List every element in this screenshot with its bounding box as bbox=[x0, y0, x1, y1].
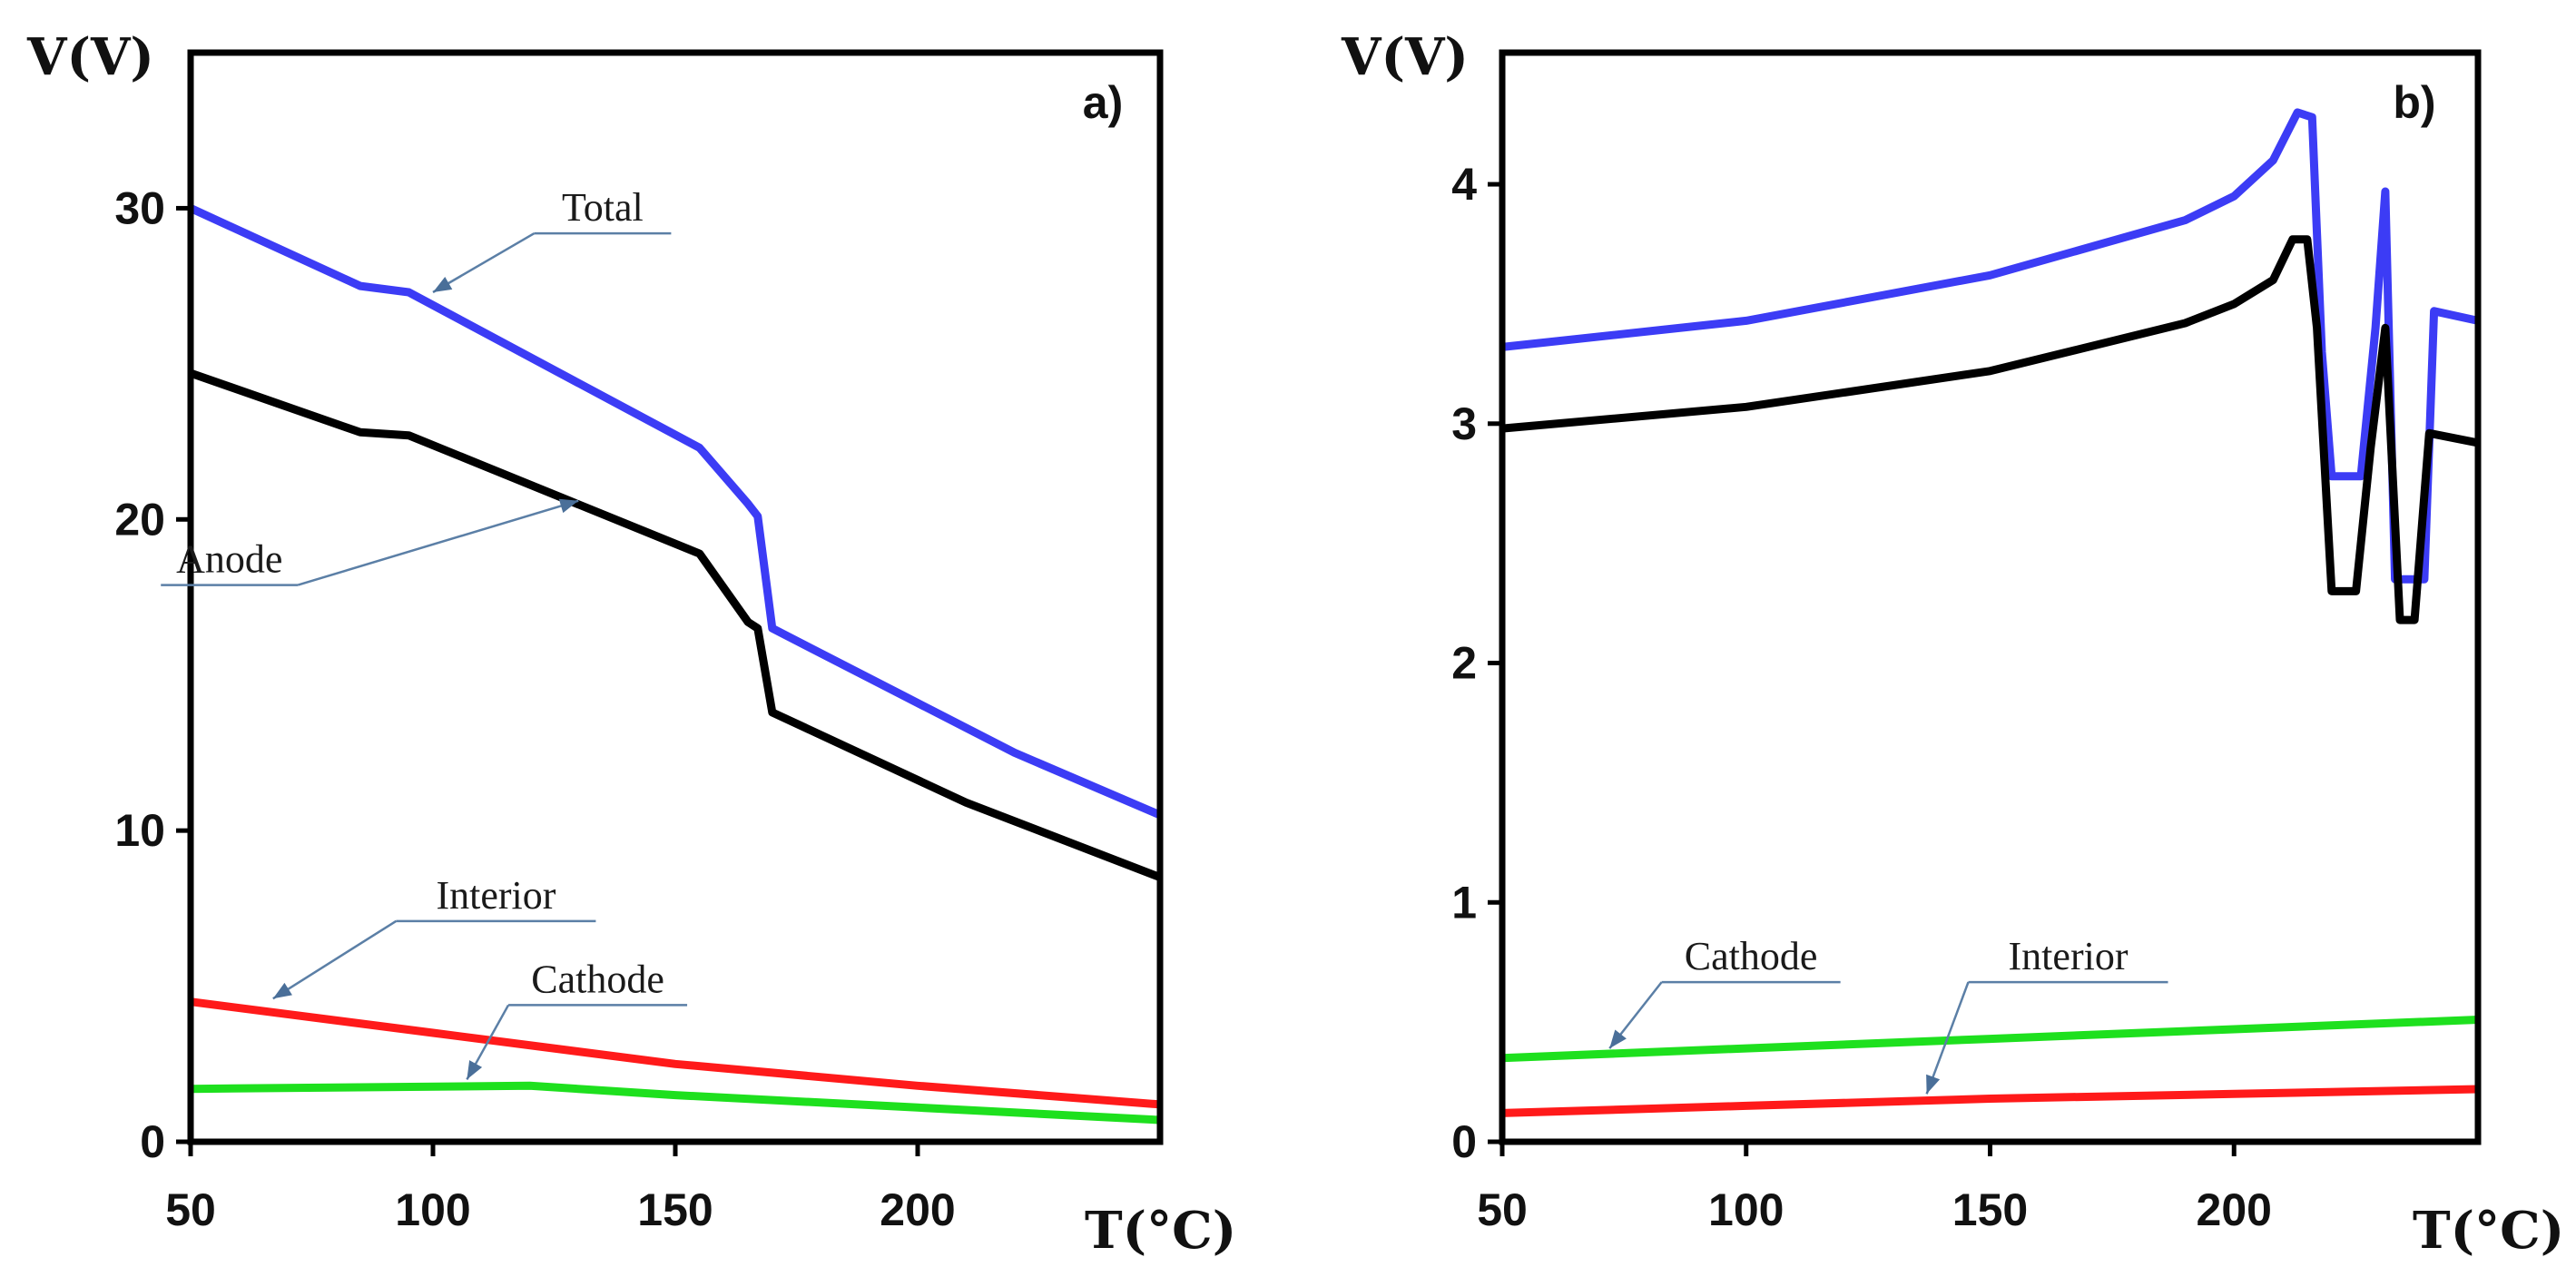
panel-a-series-cathode-line bbox=[190, 1081, 1161, 1125]
panel-a-x-tick-label: 100 bbox=[395, 1184, 470, 1235]
panel-a-chart: 0 10 20 30 50 100 150 200 V(V) T(°C) a) Total Anode I… bbox=[26, 27, 1236, 1261]
panel-b-series-total-line bbox=[1501, 108, 2479, 584]
panel-a-y-tick-label: 30 bbox=[114, 182, 165, 233]
panel-a-annotation-leader-line bbox=[272, 919, 398, 1000]
panel-b-x-tick-label: 100 bbox=[1708, 1184, 1784, 1235]
panel-b-annotation-cathode-label: Cathode bbox=[1685, 934, 1818, 978]
panel-b-annotation-arrow-icon bbox=[1609, 1029, 1627, 1049]
panel-b-series-anode-line bbox=[1501, 235, 2479, 624]
panel-a-annotation-anode-label: Anode bbox=[176, 537, 282, 582]
panel-b-y-tick-label: 3 bbox=[1451, 398, 1477, 449]
panel-a-series-anode-line bbox=[189, 368, 1162, 881]
panel-a-x-tick-label: 50 bbox=[165, 1184, 216, 1235]
panel-a-annotation-arrow-icon bbox=[272, 982, 292, 999]
panel-b-y-tick-label: 0 bbox=[1451, 1116, 1477, 1167]
panel-b-chart: 0 1 2 3 4 50 100 150 200 V(V) T(°C) b) Cathode Interi… bbox=[1341, 27, 2564, 1261]
panel-a-y-tick-label: 0 bbox=[140, 1116, 165, 1167]
panel-b-y-tick-label: 1 bbox=[1451, 877, 1477, 928]
panel-b-y-axis-title: V(V) bbox=[1341, 27, 1469, 87]
panel-a-annotation-leader-line bbox=[432, 232, 536, 294]
panel-a-annotation-interior-label: Interior bbox=[436, 873, 556, 918]
panel-a-annotation-leader-line bbox=[297, 499, 579, 586]
panel-b-series-interior-line bbox=[1501, 1085, 2479, 1117]
panel-a-plot-frame bbox=[187, 49, 1164, 1145]
panel-a-y-tick-label: 10 bbox=[114, 805, 165, 856]
panel-b-series-cathode-line bbox=[1501, 1016, 2479, 1063]
panel-b-plot-frame bbox=[1499, 49, 2482, 1145]
panel-a-annotation-cathode-label: Cathode bbox=[531, 957, 664, 1001]
panel-a-x-axis-title: T(°C) bbox=[1085, 1201, 1236, 1261]
panel-a-annotation-total-label: Total bbox=[562, 185, 644, 230]
panel-a-annotation-arrow-icon bbox=[558, 498, 579, 514]
panel-a-annotation-arrow-icon bbox=[467, 1060, 483, 1080]
panel-b-annotation-interior-label: Interior bbox=[2009, 934, 2129, 978]
panel-b-annotation-leader-line bbox=[1925, 981, 1970, 1095]
panel-a-x-tick-label: 200 bbox=[880, 1184, 955, 1235]
panel-a-y-axis-title: V(V) bbox=[26, 27, 154, 87]
panel-a-panel-label: a) bbox=[1083, 77, 1123, 128]
panel-b-x-axis-title: T(°C) bbox=[2413, 1201, 2564, 1261]
panel-b-annotation-arrow-icon bbox=[1926, 1074, 1941, 1095]
panel-a-y-tick-label: 20 bbox=[114, 494, 165, 545]
panel-b-x-tick-label: 200 bbox=[2197, 1184, 2272, 1235]
panel-b-panel-label: b) bbox=[2393, 77, 2435, 128]
panel-b-x-tick-label: 150 bbox=[1952, 1184, 2028, 1235]
panel-b-y-tick-label: 2 bbox=[1451, 638, 1477, 689]
panel-a-annotation-arrow-icon bbox=[433, 277, 453, 292]
panel-a-series-interior-line bbox=[190, 997, 1161, 1109]
panel-a-x-tick-label: 150 bbox=[637, 1184, 713, 1235]
panel-b-y-tick-label: 4 bbox=[1451, 159, 1477, 210]
panel-a-series-total-line bbox=[189, 204, 1162, 820]
panel-b-x-tick-label: 50 bbox=[1477, 1184, 1528, 1235]
